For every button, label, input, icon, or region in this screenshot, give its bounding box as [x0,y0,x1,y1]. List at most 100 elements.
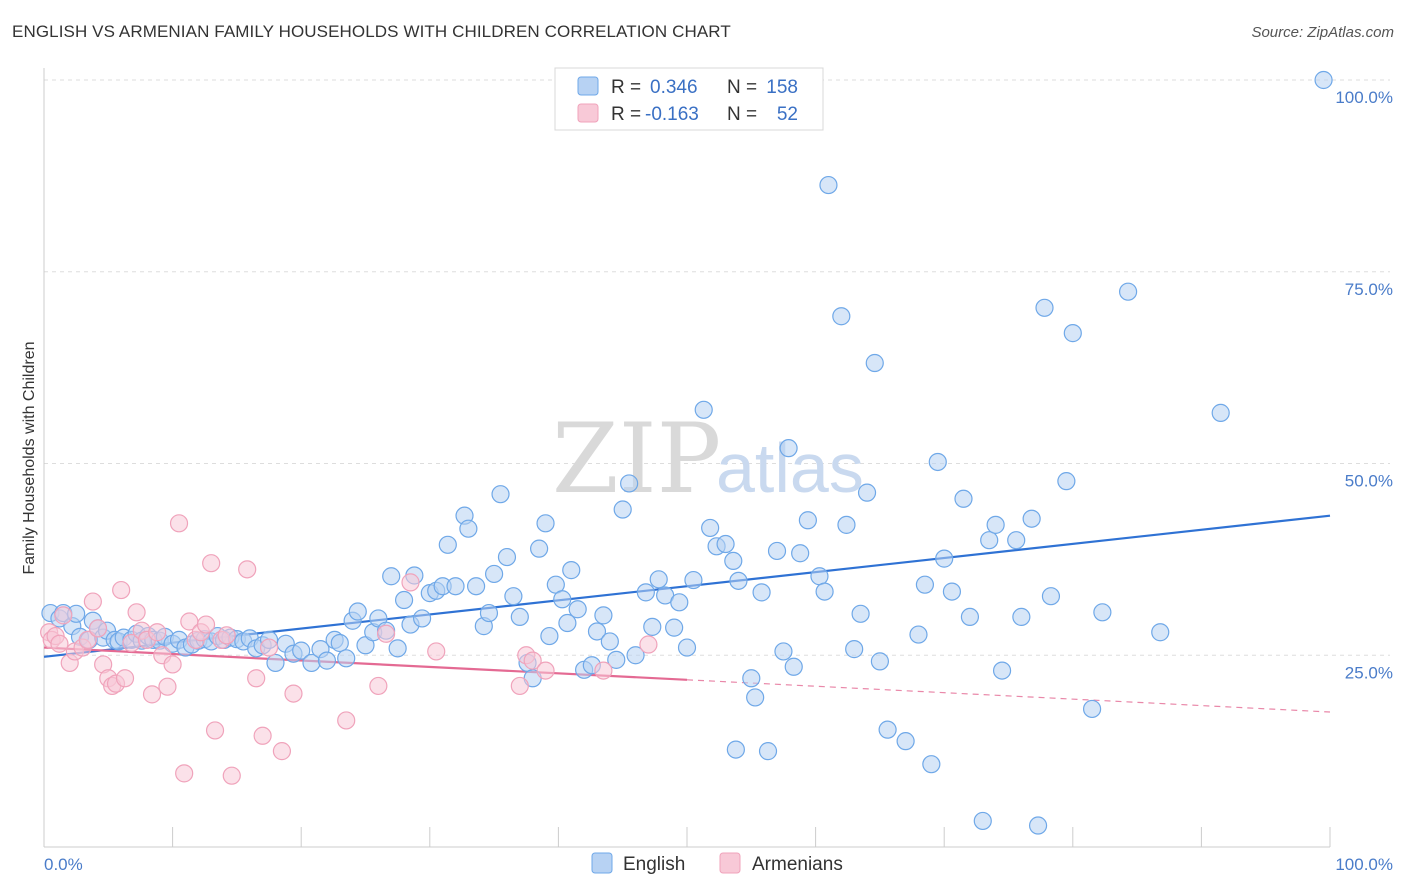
point-english-112 [767,541,787,561]
point-english-93 [636,583,655,602]
point-armenians-27 [175,764,194,783]
point-english-40 [292,641,311,660]
legend-n-value-english: 158 [766,77,798,98]
point-english-66 [466,577,486,596]
point-armenians-35 [217,626,236,645]
point-english-92 [626,646,645,665]
point-armenians-26 [169,514,189,533]
point-english-70 [491,485,510,504]
point-english-48 [348,602,367,621]
legend: R = 0.346 N = 158 R = -0.163 N = 52 [554,67,824,131]
point-english-121 [832,307,851,326]
series-legend: English Armenians [591,852,843,875]
point-english-53 [382,567,401,586]
point-armenians-15 [112,580,131,600]
point-armenians-36 [222,766,241,785]
y-tick-label-3: 100.0% [1335,88,1393,107]
point-english-76 [530,539,549,558]
point-english-129 [896,732,915,751]
point-armenians-10 [88,619,108,638]
point-english-149 [1063,324,1082,343]
legend-swatch-english [577,76,599,96]
legend-r-label-armenians: R = [611,104,641,125]
point-english-134 [935,549,954,568]
point-english-155 [1314,70,1333,90]
y-axis-title: Family Households with Children [21,342,38,575]
point-armenians-8 [78,630,97,650]
point-armenians-39 [253,726,272,745]
point-english-97 [665,618,684,637]
point-english-55 [394,590,414,610]
legend-swatch-armenians [577,103,599,123]
point-english-102 [701,518,720,538]
point-armenians-24 [158,677,177,696]
y-tick-label-2: 75.0% [1345,280,1393,299]
point-english-82 [562,561,581,580]
point-armenians-38 [247,669,266,688]
trend-line-extension-armenians [686,679,1331,713]
x-tick-label-max: 100.0% [1335,855,1393,874]
series-legend-label-armenians: Armenians [752,854,843,875]
point-english-45 [330,633,349,653]
point-english-72 [504,587,523,606]
point-english-135 [942,582,962,601]
point-armenians-16 [115,669,135,688]
legend-r-label-english: R = [611,77,641,98]
legend-n-label-english: N = [727,77,757,98]
point-english-77 [536,514,555,533]
point-english-153 [1151,623,1170,642]
point-armenians-22 [148,623,167,642]
point-armenians-25 [163,655,182,674]
point-armenians-40 [259,638,279,657]
point-english-117 [798,511,817,530]
point-english-65 [459,519,478,538]
point-armenians-45 [376,624,396,643]
point-english-152 [1118,282,1138,301]
x-tick-labels: 0.0% 100.0% [44,855,1393,874]
point-armenians-9 [83,592,102,611]
point-english-37 [266,653,285,673]
point-armenians-43 [337,711,356,730]
point-english-105 [724,551,743,571]
point-english-62 [438,535,457,554]
point-english-116 [791,544,810,563]
point-armenians-31 [196,615,216,634]
point-english-86 [587,622,607,641]
point-armenians-4 [54,606,73,625]
point-armenians-21 [142,685,162,704]
point-english-91 [620,474,639,493]
point-armenians-41 [272,742,292,761]
y-tick-label-0: 25.0% [1345,663,1393,682]
chart-title: ENGLISH VS ARMENIAN FAMILY HOUSEHOLDS WI… [12,22,731,41]
point-armenians-50 [523,651,542,670]
series-legend-label-english: English [623,854,685,875]
point-english-43 [317,651,337,670]
axes [43,68,1331,848]
point-english-100 [684,570,703,590]
point-english-125 [857,483,877,502]
point-english-148 [1057,472,1076,491]
series-legend-swatch-english [591,852,613,874]
point-english-114 [779,439,798,458]
point-english-120 [819,175,838,195]
point-armenians-37 [238,560,257,579]
point-english-80 [553,590,572,609]
point-english-106 [729,571,748,590]
point-english-151 [1093,603,1112,622]
point-english-140 [986,515,1005,534]
series-english-points [41,70,1333,835]
y-tick-labels: 25.0% 50.0% 75.0% 100.0% [1335,88,1393,682]
point-armenians-51 [536,661,555,680]
point-english-136 [954,489,973,508]
point-english-90 [613,500,632,519]
point-english-124 [851,604,870,623]
legend-r-value-armenians: -0.163 [645,104,699,125]
point-english-54 [388,639,407,658]
legend-n-value-armenians: 52 [777,104,798,125]
point-english-46 [337,649,356,668]
legend-r-value-english: 0.346 [650,77,698,98]
point-armenians-18 [127,603,146,622]
point-english-128 [878,720,897,739]
series-legend-swatch-armenians [719,852,741,874]
point-english-127 [870,652,890,671]
